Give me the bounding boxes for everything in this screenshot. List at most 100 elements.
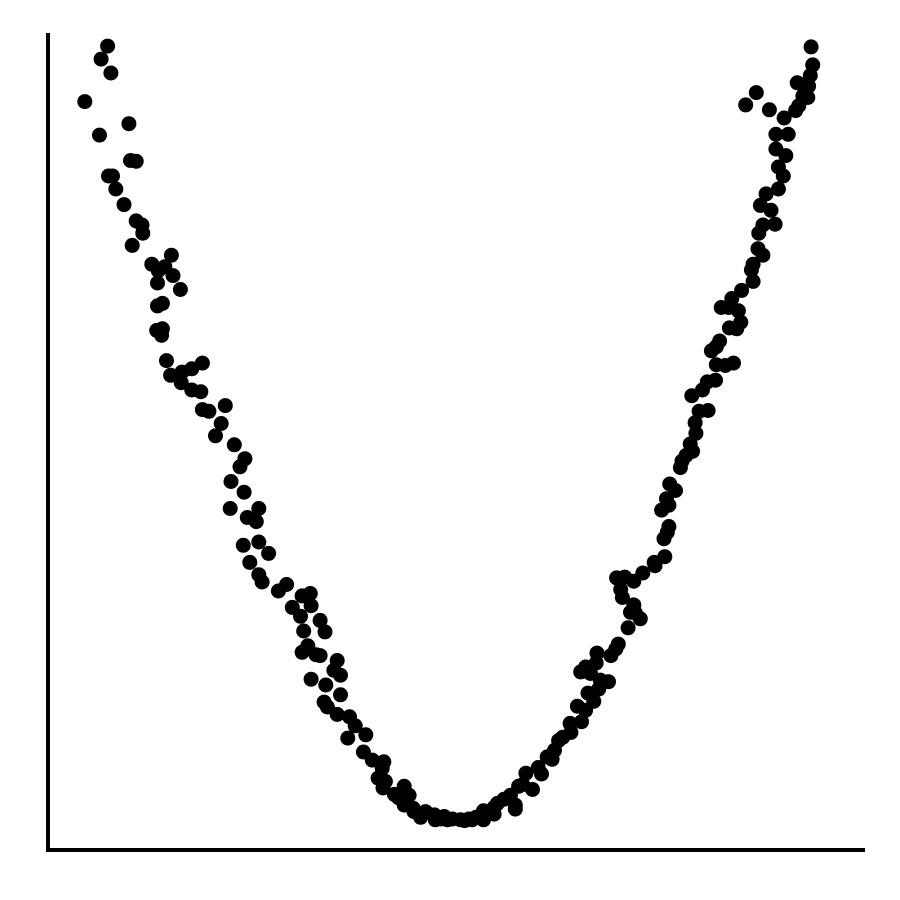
data-point — [733, 314, 749, 330]
data-point — [758, 186, 774, 202]
data-point — [776, 110, 792, 126]
data-point — [121, 116, 137, 132]
data-point — [433, 811, 449, 827]
data-point — [222, 501, 238, 516]
data-point — [172, 282, 188, 297]
points-layer — [77, 38, 821, 829]
data-point — [734, 282, 750, 298]
data-point — [358, 727, 374, 743]
data-point — [226, 437, 242, 453]
data-point — [687, 415, 703, 431]
data-point — [770, 159, 786, 175]
data-point — [149, 322, 165, 338]
data-point — [712, 333, 728, 349]
data-point — [530, 760, 546, 775]
data-point — [261, 545, 277, 561]
data-point — [752, 197, 768, 213]
data-point — [312, 612, 328, 628]
data-point — [124, 237, 140, 253]
data-point — [165, 268, 181, 284]
data-point — [105, 168, 120, 184]
data-point — [700, 403, 716, 418]
data-point — [135, 225, 151, 241]
data-point — [626, 597, 642, 613]
data-point — [128, 153, 144, 169]
data-point — [610, 636, 626, 652]
data-point — [662, 476, 678, 492]
data-point — [103, 65, 119, 81]
data-point — [518, 765, 534, 781]
data-point — [317, 624, 333, 640]
data-point — [159, 353, 174, 369]
data-point — [562, 715, 578, 731]
data-point — [150, 275, 165, 291]
data-point — [235, 537, 251, 553]
data-point — [232, 459, 248, 475]
data-point — [108, 181, 124, 197]
data-point — [242, 554, 258, 570]
data-point — [364, 752, 380, 768]
data-point — [803, 39, 819, 55]
data-point — [93, 51, 109, 67]
data-point — [163, 367, 179, 383]
data-point — [800, 90, 816, 105]
data-point — [217, 398, 233, 414]
data-point — [805, 57, 821, 73]
data-point — [745, 273, 761, 289]
data-point — [333, 667, 348, 683]
data-point — [657, 549, 673, 565]
data-point — [163, 247, 179, 263]
data-point — [375, 780, 391, 796]
data-point — [768, 141, 784, 157]
data-point — [617, 569, 633, 585]
data-point — [738, 97, 754, 113]
data-point — [620, 620, 636, 636]
data-point — [413, 809, 429, 825]
data-point — [303, 671, 319, 687]
data-point — [248, 514, 264, 530]
data-point — [318, 677, 334, 693]
data-point — [708, 372, 723, 388]
data-point — [193, 384, 209, 400]
data-point — [635, 565, 651, 581]
data-point — [755, 217, 771, 233]
data-point — [251, 534, 267, 550]
data-point — [726, 355, 741, 371]
data-point — [748, 85, 764, 101]
data-point — [294, 644, 310, 660]
data-point — [589, 645, 605, 661]
data-point — [77, 94, 93, 110]
data-point — [745, 256, 761, 272]
data-point — [312, 648, 328, 664]
data-point — [213, 416, 229, 431]
data-point — [92, 127, 107, 143]
data-point — [254, 574, 270, 590]
data-point — [154, 295, 170, 311]
data-point — [525, 782, 540, 797]
data-point — [251, 501, 267, 516]
data-point — [208, 428, 223, 444]
data-point — [236, 484, 252, 500]
data-point — [279, 577, 295, 592]
data-point — [302, 586, 318, 601]
data-point — [100, 38, 116, 54]
data-point — [770, 181, 786, 197]
data-point — [333, 687, 348, 703]
data-point — [767, 216, 783, 232]
data-point — [296, 623, 312, 639]
data-point — [194, 355, 210, 371]
data-point — [173, 375, 189, 391]
data-point — [329, 706, 345, 722]
data-point — [661, 519, 677, 534]
data-point — [574, 714, 589, 730]
data-point — [293, 608, 308, 624]
data-point — [768, 126, 784, 142]
data-point — [340, 730, 356, 746]
data-point — [347, 718, 363, 734]
data-point — [613, 581, 629, 597]
data-point — [303, 598, 319, 614]
data-point — [755, 247, 771, 263]
data-point — [116, 197, 132, 213]
